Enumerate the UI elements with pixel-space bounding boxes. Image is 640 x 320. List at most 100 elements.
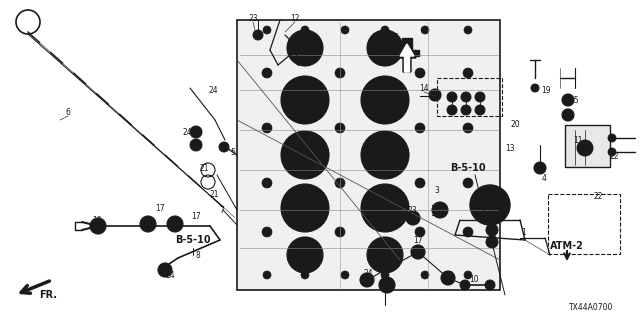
Circle shape — [171, 220, 179, 228]
Bar — [237, 20, 500, 290]
Circle shape — [293, 143, 317, 167]
Text: 18: 18 — [487, 213, 497, 222]
Circle shape — [464, 271, 472, 279]
Circle shape — [281, 131, 329, 179]
Circle shape — [190, 139, 202, 151]
Text: 24: 24 — [182, 127, 192, 137]
Circle shape — [373, 88, 397, 112]
Circle shape — [162, 267, 168, 273]
Circle shape — [421, 26, 429, 34]
Circle shape — [562, 94, 574, 106]
Circle shape — [445, 275, 451, 281]
Circle shape — [381, 26, 389, 34]
Circle shape — [262, 178, 272, 188]
Text: B-5-10: B-5-10 — [450, 163, 486, 173]
Circle shape — [411, 245, 425, 259]
Circle shape — [421, 271, 429, 279]
Text: 8: 8 — [196, 252, 200, 260]
Circle shape — [534, 162, 546, 174]
Circle shape — [480, 195, 500, 215]
Text: 3: 3 — [435, 186, 440, 195]
Text: 11: 11 — [573, 135, 583, 145]
Circle shape — [415, 68, 425, 78]
Text: 5: 5 — [230, 148, 236, 156]
Circle shape — [301, 271, 309, 279]
Circle shape — [379, 277, 395, 293]
Circle shape — [463, 68, 473, 78]
Circle shape — [361, 76, 409, 124]
Circle shape — [341, 271, 349, 279]
Circle shape — [262, 123, 272, 133]
Text: 17: 17 — [413, 236, 423, 244]
Circle shape — [376, 39, 394, 57]
Text: 2: 2 — [484, 186, 490, 195]
Text: 17: 17 — [191, 212, 201, 220]
Circle shape — [429, 89, 441, 101]
Circle shape — [296, 39, 314, 57]
Circle shape — [287, 237, 323, 273]
Text: 22: 22 — [593, 191, 603, 201]
Circle shape — [463, 178, 473, 188]
Circle shape — [219, 142, 229, 152]
Circle shape — [464, 26, 472, 34]
Text: 20: 20 — [510, 119, 520, 129]
Circle shape — [406, 211, 420, 225]
Circle shape — [436, 206, 444, 214]
Bar — [548, 194, 620, 254]
Circle shape — [341, 26, 349, 34]
Text: 18: 18 — [487, 231, 497, 241]
Circle shape — [293, 196, 317, 220]
Circle shape — [373, 196, 397, 220]
Circle shape — [373, 143, 397, 167]
Circle shape — [475, 92, 485, 102]
Text: 21: 21 — [199, 164, 209, 172]
Text: 10: 10 — [469, 276, 479, 284]
Text: TX44A0700: TX44A0700 — [569, 302, 613, 311]
Circle shape — [335, 178, 345, 188]
Bar — [565, 125, 610, 167]
Circle shape — [415, 249, 421, 255]
Circle shape — [262, 227, 272, 237]
Circle shape — [441, 271, 455, 285]
Circle shape — [140, 216, 156, 232]
Circle shape — [415, 178, 425, 188]
Circle shape — [144, 220, 152, 228]
Text: B-5-10: B-5-10 — [175, 235, 211, 245]
Circle shape — [461, 92, 471, 102]
Circle shape — [287, 30, 323, 66]
Circle shape — [415, 227, 425, 237]
Circle shape — [190, 126, 202, 138]
Text: FR.: FR. — [39, 290, 57, 300]
Circle shape — [410, 215, 416, 221]
Circle shape — [94, 222, 102, 230]
Circle shape — [360, 273, 374, 287]
Circle shape — [608, 148, 616, 156]
Polygon shape — [395, 38, 419, 56]
Circle shape — [486, 224, 498, 236]
Circle shape — [432, 202, 448, 218]
Text: 4: 4 — [541, 173, 547, 182]
Circle shape — [335, 123, 345, 133]
Circle shape — [367, 30, 403, 66]
Text: 13: 13 — [505, 143, 515, 153]
Text: 7: 7 — [220, 205, 225, 214]
Text: 9: 9 — [381, 276, 387, 284]
FancyArrow shape — [398, 44, 416, 72]
Text: 23: 23 — [248, 13, 258, 22]
Circle shape — [90, 218, 106, 234]
Text: 21: 21 — [209, 189, 219, 198]
Circle shape — [447, 105, 457, 115]
Text: 1: 1 — [522, 228, 526, 236]
Circle shape — [383, 281, 391, 289]
Text: 15: 15 — [569, 95, 579, 105]
Circle shape — [486, 236, 498, 248]
Circle shape — [281, 184, 329, 232]
Circle shape — [263, 26, 271, 34]
Text: 17: 17 — [443, 270, 453, 279]
Circle shape — [460, 280, 470, 290]
Circle shape — [447, 92, 457, 102]
Circle shape — [577, 140, 593, 156]
Circle shape — [461, 105, 471, 115]
Circle shape — [361, 184, 409, 232]
Circle shape — [167, 216, 183, 232]
